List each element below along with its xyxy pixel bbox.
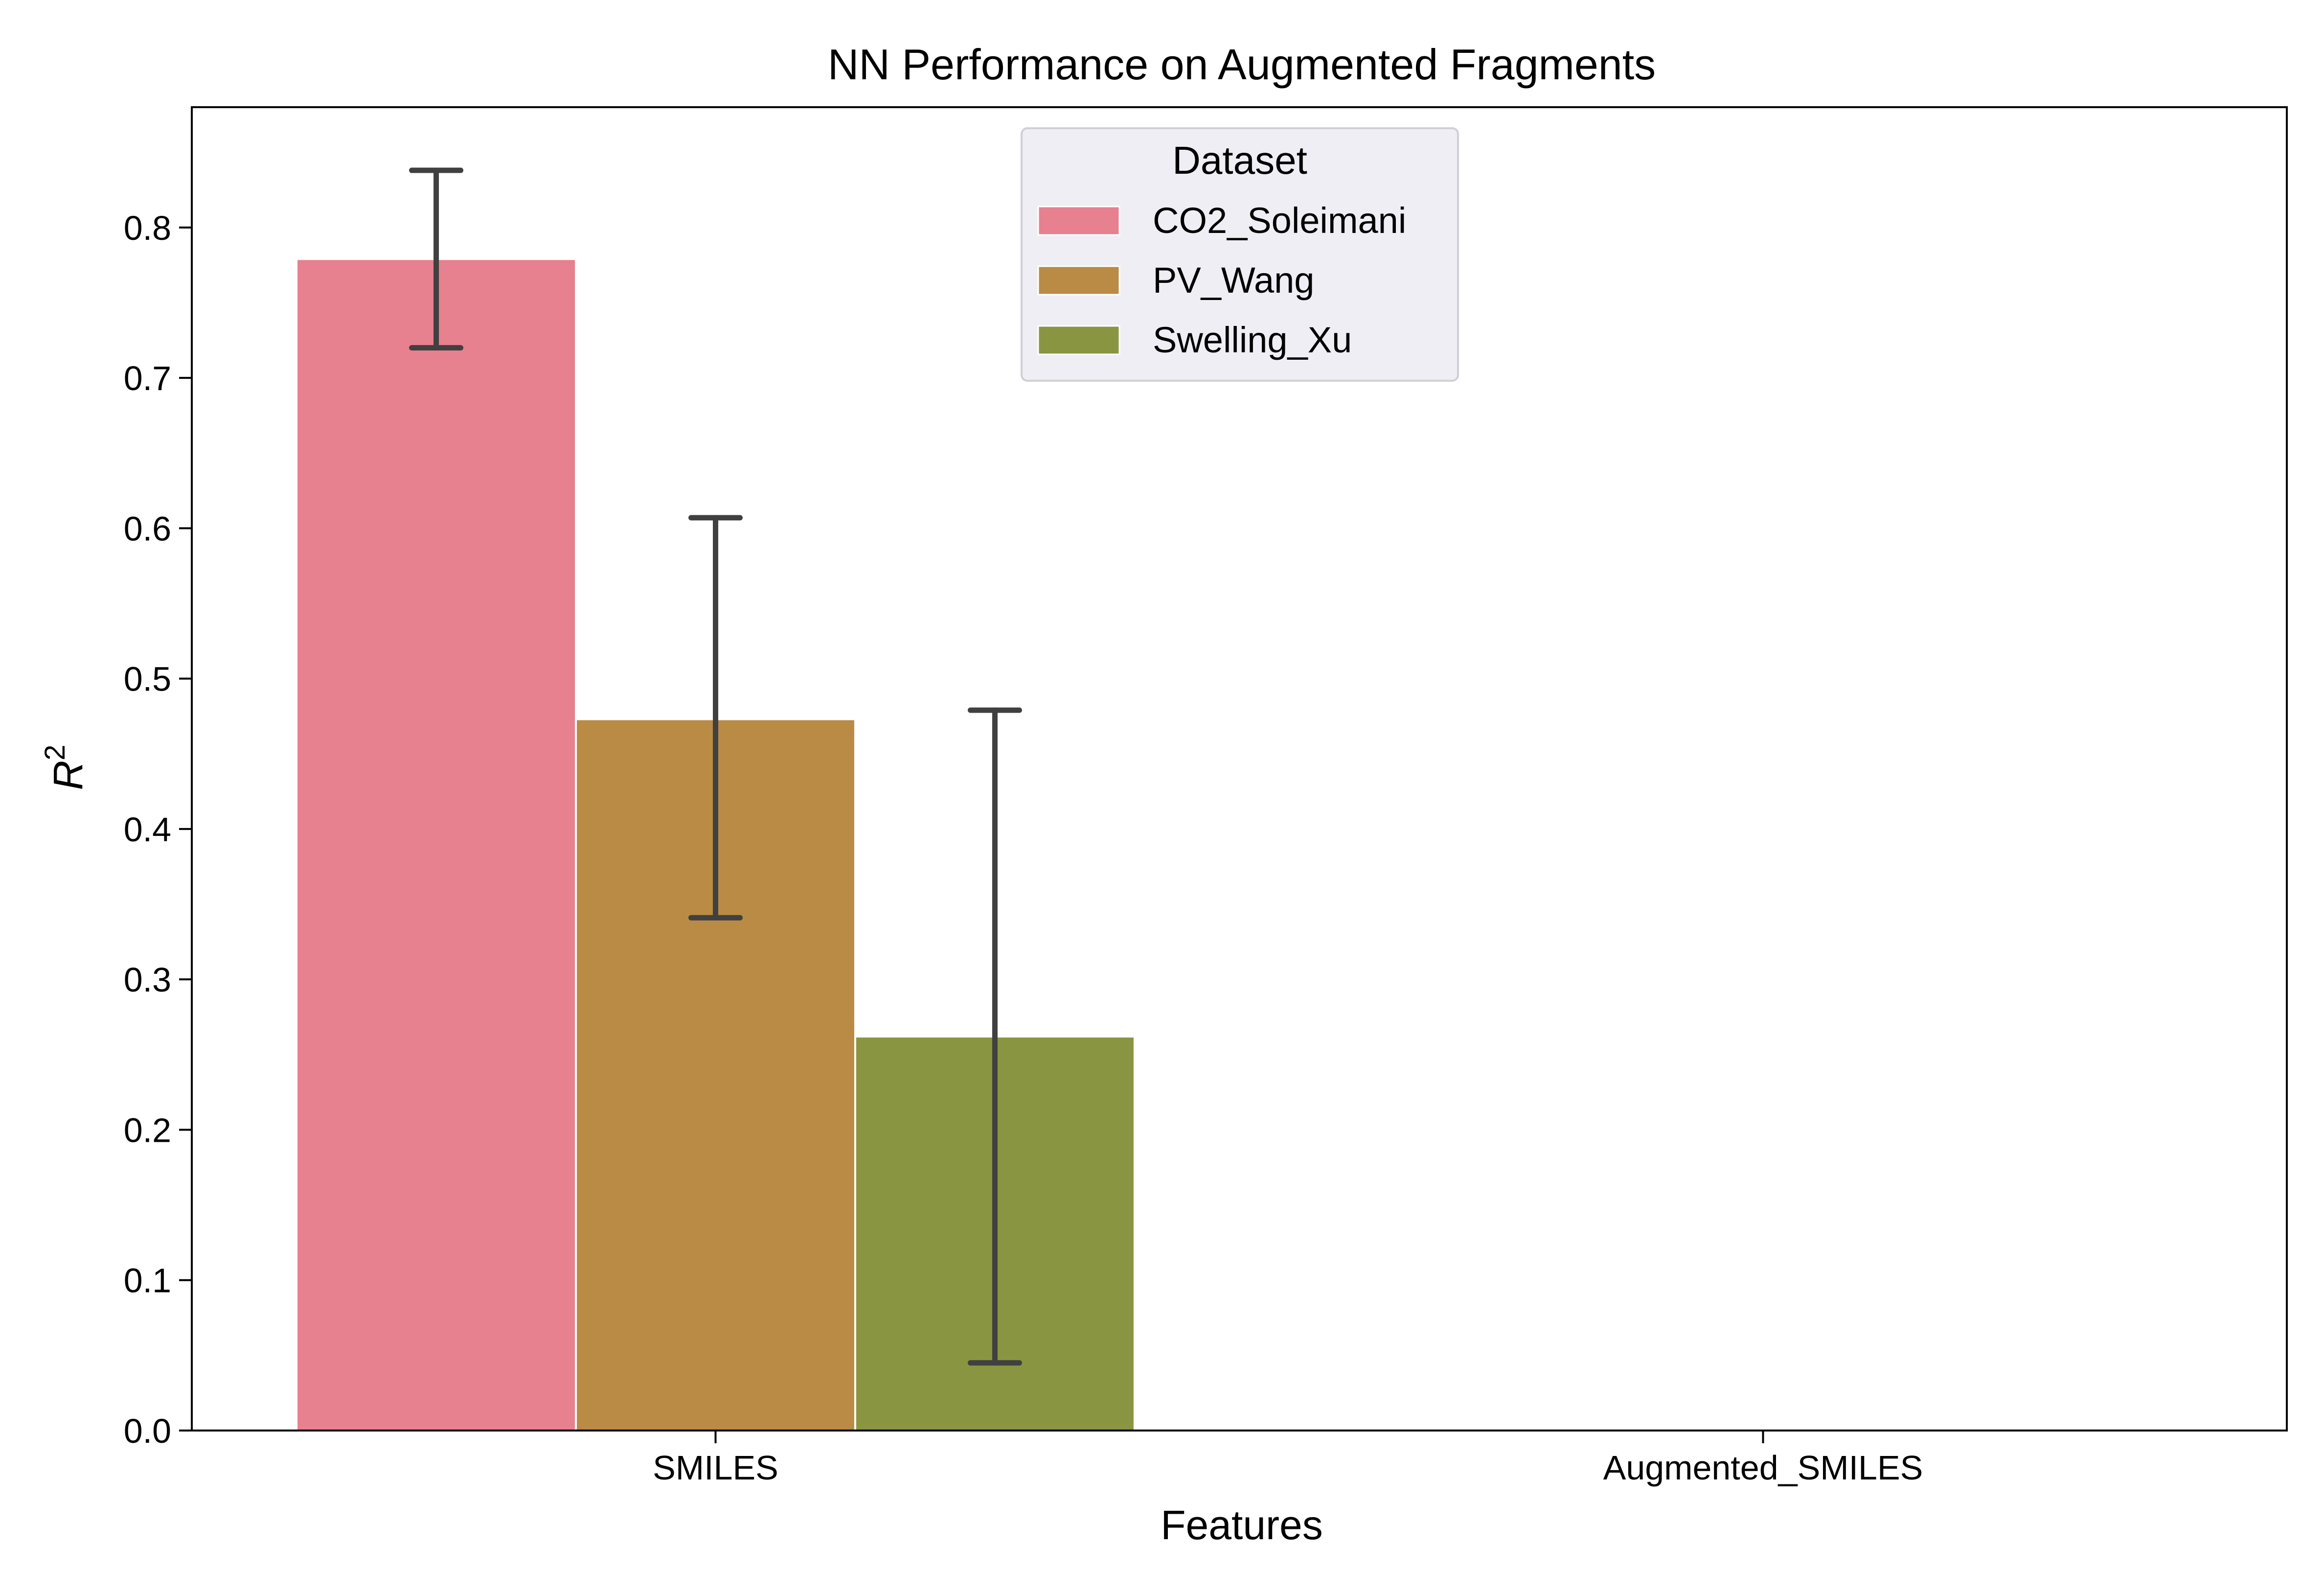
legend-swatch-swelling-xu — [1037, 325, 1120, 355]
y-tick-label: 0.3 — [124, 961, 171, 999]
y-axis-label-superscript: 2 — [39, 745, 71, 761]
legend-swatch-pv-wang — [1037, 265, 1120, 296]
plot-frame — [191, 106, 2288, 1431]
bar-co2-soleimani — [296, 258, 577, 1431]
legend: Dataset CO2_Soleimani PV_Wang Swelling_Xu — [1021, 127, 1459, 382]
y-tick-label: 0.6 — [124, 509, 171, 548]
y-axis-label-base: R — [45, 761, 91, 790]
chart-title: NN Performance on Augmented Fragments — [828, 40, 1656, 89]
legend-swatch-co2-soleimani — [1037, 206, 1120, 236]
x-tick-label: Augmented_SMILES — [1603, 1449, 1923, 1487]
y-axis-label: R2 — [39, 745, 91, 790]
bar-series-group — [296, 258, 1136, 1432]
x-axis-label: Features — [1161, 1502, 1323, 1548]
y-tick-label: 0.7 — [124, 359, 171, 397]
y-tick-label: 0.1 — [124, 1262, 171, 1300]
legend-label: PV_Wang — [1153, 260, 1314, 300]
legend-items: CO2_Soleimani PV_Wang Swelling_Xu — [1037, 200, 1406, 360]
legend-label: CO2_Soleimani — [1153, 200, 1406, 241]
y-axis-ticks: 0.0 0.1 0.2 0.3 0.4 0.5 0.6 0.7 0.8 — [124, 209, 192, 1450]
x-axis-ticks: SMILES Augmented_SMILES — [653, 1431, 1923, 1487]
legend-label: Swelling_Xu — [1153, 320, 1352, 360]
legend-frame — [1021, 127, 1459, 382]
y-tick-label: 0.5 — [124, 660, 171, 698]
y-tick-label: 0.4 — [124, 810, 171, 849]
x-tick-label: SMILES — [653, 1449, 778, 1487]
legend-title: Dataset — [1172, 139, 1307, 182]
y-tick-label: 0.0 — [124, 1412, 171, 1450]
y-tick-label: 0.8 — [124, 209, 171, 247]
error-bar-group — [409, 167, 1022, 1366]
y-tick-label: 0.2 — [124, 1111, 171, 1149]
